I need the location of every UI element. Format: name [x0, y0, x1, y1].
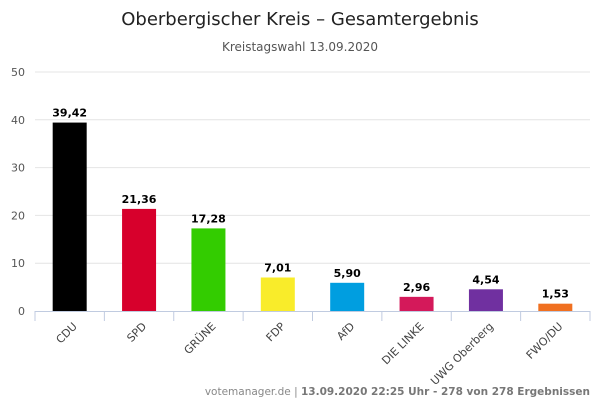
x-tick-label: GRÜNE	[182, 320, 219, 357]
bar[interactable]	[399, 296, 434, 311]
data-label: 2,96	[403, 281, 430, 294]
y-tick-label: 20	[11, 209, 25, 222]
data-label: 39,42	[52, 107, 87, 120]
y-tick-label: 40	[11, 114, 25, 127]
bar[interactable]	[191, 228, 226, 311]
data-label: 1,53	[542, 288, 569, 301]
footer-separator: |	[291, 386, 301, 398]
footer-source[interactable]: votemanager.de	[205, 386, 291, 398]
footer-credits: votemanager.de | 13.09.2020 22:25 Uhr - …	[205, 386, 590, 398]
data-label: 21,36	[122, 193, 157, 206]
y-tick-label: 10	[11, 257, 25, 270]
data-label: 5,90	[334, 267, 361, 280]
chart-subtitle: Kreistagswahl 13.09.2020	[222, 40, 378, 54]
y-tick-label: 30	[11, 162, 25, 175]
x-tick-label: CDU	[54, 320, 80, 346]
y-tick-label: 50	[11, 66, 25, 79]
bar[interactable]	[260, 277, 295, 311]
x-tick-label: FWO/DU	[524, 320, 566, 362]
x-tick-label: UWG Oberberg	[428, 320, 496, 388]
y-tick-label: 0	[18, 305, 25, 318]
bar[interactable]	[52, 122, 87, 311]
bar[interactable]	[330, 282, 365, 311]
chart-title: Oberbergischer Kreis – Gesamtergebnis	[121, 9, 479, 30]
bar[interactable]	[122, 208, 157, 311]
x-tick-label: SPD	[124, 320, 149, 345]
data-label: 17,28	[191, 212, 226, 225]
x-tick-label: FDP	[264, 320, 289, 345]
bar[interactable]	[538, 303, 573, 311]
data-label: 4,54	[472, 273, 499, 286]
x-tick-label: AfD	[334, 320, 357, 343]
footer-status: 13.09.2020 22:25 Uhr - 278 von 278 Ergeb…	[301, 386, 590, 398]
x-tick-label: DIE LINKE	[379, 320, 426, 367]
data-label: 7,01	[264, 261, 291, 274]
bar[interactable]	[468, 289, 503, 311]
